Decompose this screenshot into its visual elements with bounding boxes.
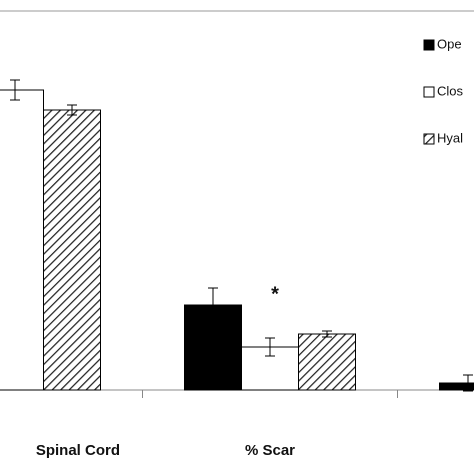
legend-swatch: [423, 133, 435, 145]
bar: [439, 382, 474, 391]
legend-label: Hyal: [437, 130, 463, 145]
annotation: *: [271, 283, 279, 305]
legend-label: Ope: [437, 36, 462, 51]
bar: [298, 333, 356, 391]
legend-swatch: [423, 39, 435, 51]
bar: [241, 346, 299, 391]
bar: [0, 89, 44, 391]
x-tick-label: % Scar: [245, 442, 295, 459]
legend-swatch: [423, 86, 435, 98]
legend-label: Clos: [437, 83, 464, 98]
x-tick-label: Spinal Cord: [36, 442, 120, 459]
bar: [43, 109, 101, 391]
